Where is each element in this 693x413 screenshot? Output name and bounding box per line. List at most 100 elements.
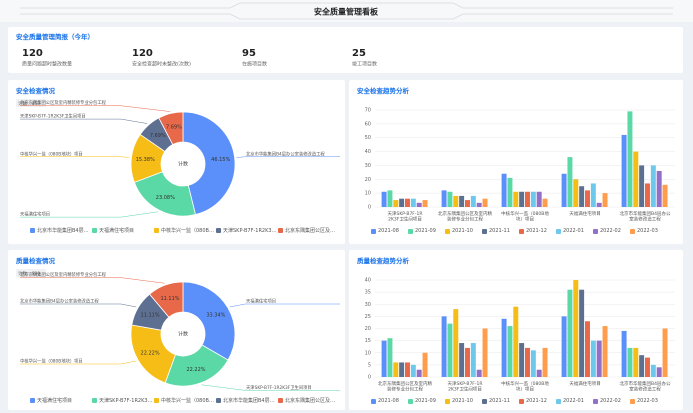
bar — [573, 179, 579, 207]
bar — [662, 184, 668, 207]
callout-line — [201, 384, 340, 391]
center-label: 计数 — [178, 161, 188, 168]
legend-swatch — [154, 398, 159, 403]
bar — [579, 289, 585, 377]
bar — [482, 198, 488, 207]
legend: 北京市华能集团B4层办公室装修改造工程 天福满住宅项目 中核华兴一监（080B地块）… — [30, 227, 340, 234]
bar — [650, 165, 656, 207]
y-tick-label: 50 — [365, 135, 371, 141]
legend-label: 2022-02 — [600, 228, 621, 234]
legend-label: 天福满住宅项目 — [99, 228, 135, 234]
legend-item: 2021-12 — [519, 228, 556, 234]
y-tick-label: 70 — [365, 108, 371, 114]
bar — [585, 190, 590, 207]
chart-title: 安全检查情况 — [16, 86, 56, 95]
callout-label: 北京东隅集团公区及室内精装修专业分包工程 — [20, 271, 107, 278]
bar — [453, 309, 459, 377]
legend-label: 2021-09 — [415, 398, 436, 404]
slice-label: 11.11% — [160, 296, 179, 302]
y-tick-label: 0 — [368, 205, 371, 211]
chart-title: 质量检查情况 — [16, 256, 56, 265]
header-decoration — [20, 2, 673, 20]
x-tick-label: 中核华兴一监（080B地块）项目 — [501, 210, 549, 223]
callout-line — [229, 303, 340, 308]
legend-swatch — [519, 228, 524, 234]
legend-label: 2022-02 — [600, 398, 621, 404]
bar — [501, 173, 507, 207]
bar — [459, 343, 465, 377]
legend-label: 北京东隅集团公区及室内精装修专业分包工程 — [285, 398, 340, 404]
subtitle-box — [16, 99, 46, 107]
callout-label: 北京市华能集团B4层办公室装修改造工程 — [246, 150, 325, 157]
bar — [542, 198, 548, 207]
bar — [513, 191, 519, 207]
legend-label: 2022-03 — [637, 398, 658, 404]
y-tick-label: 20 — [365, 177, 371, 183]
callout-line — [20, 156, 130, 158]
legend-item: 天福满住宅项目 — [92, 227, 154, 234]
y-tick-label: 20 — [365, 326, 371, 332]
callout-line — [20, 277, 165, 284]
slice-label: 7.69% — [150, 133, 166, 139]
bar — [393, 200, 399, 207]
y-tick-label: 10 — [365, 191, 371, 197]
bar — [399, 198, 405, 207]
bar — [441, 190, 447, 207]
legend-item: 2021-11 — [482, 398, 519, 404]
bar — [393, 362, 399, 377]
bar — [525, 191, 530, 207]
bar — [645, 183, 650, 207]
legend-swatch — [278, 228, 283, 233]
callout-label: 中核华兴一监（080B地块）项目 — [20, 357, 83, 364]
legend-label: 中核华兴一监（080B地块）项目 — [161, 228, 216, 234]
legend-swatch — [519, 398, 524, 404]
bar — [621, 330, 627, 377]
legend-swatch — [593, 228, 598, 234]
page-title: 安全质量管理看板 — [314, 7, 379, 17]
bar — [482, 328, 488, 377]
legend-item: 2021-11 — [482, 228, 519, 234]
pie-center — [161, 312, 205, 356]
legend-swatch — [482, 228, 487, 234]
y-tick-label: 5 — [368, 362, 371, 368]
bar — [602, 326, 608, 377]
legend-item: 2022-02 — [593, 228, 630, 234]
bar — [465, 347, 470, 377]
stat-label: 安全检查超时未整改(次数) — [132, 61, 191, 68]
bar — [542, 347, 548, 377]
x-tick-label: 北京东隅集团公区及室内精装修专业分包工程 — [378, 380, 432, 393]
legend-item: 天津SKP-B7F-1R2K3F卫生间项目 — [92, 397, 154, 404]
legend-label: 天津SKP-B7F-1R2K3F卫生间项目 — [223, 228, 278, 234]
legend-item: 中核华兴一监（080B地块）项目 — [154, 397, 216, 404]
legend: 2021-08 2021-09 2021-10 2021-11 2021-12 2022-… — [371, 398, 667, 404]
legend-label: 中核华兴一监（080B地块）项目 — [161, 398, 216, 404]
bar — [585, 321, 590, 377]
bar — [507, 177, 513, 207]
x-tick-label: 天津SKP-B7F-1R 2K3F卫生间项目 — [387, 210, 422, 223]
bar — [567, 157, 573, 207]
legend-item: 2021-08 — [371, 398, 408, 404]
legend-item: 北京东隅集团公区及室内精装修专业分包工程 — [278, 397, 340, 404]
callout-line — [20, 118, 148, 124]
legend-swatch — [593, 398, 598, 404]
callout-label: 天福满住宅项目 — [246, 298, 276, 305]
subtitle-box — [16, 269, 46, 277]
bar — [650, 364, 656, 377]
x-tick-label: 天福满住宅项目 — [569, 380, 601, 387]
legend-label: 天福满住宅项目 — [37, 398, 73, 404]
bar — [416, 369, 422, 377]
legend-label: 2021-08 — [378, 228, 399, 234]
bar — [602, 193, 608, 207]
stat-value: 25 — [352, 48, 366, 59]
legend-label: 2021-12 — [526, 228, 547, 234]
legend-swatch — [482, 398, 487, 404]
x-tick-label: 天津SKP-B7F-1R 2K3F卫生间项目 — [447, 380, 482, 393]
legend-item: 2022-03 — [630, 398, 667, 404]
bar — [633, 151, 639, 207]
legend-label: 2021-10 — [452, 228, 473, 234]
bar — [465, 200, 470, 207]
legend-label: 2021-08 — [378, 398, 399, 404]
bar — [530, 350, 536, 377]
legend-label: 北京市华能集团B4层办公室装修改造工程 — [37, 228, 92, 234]
